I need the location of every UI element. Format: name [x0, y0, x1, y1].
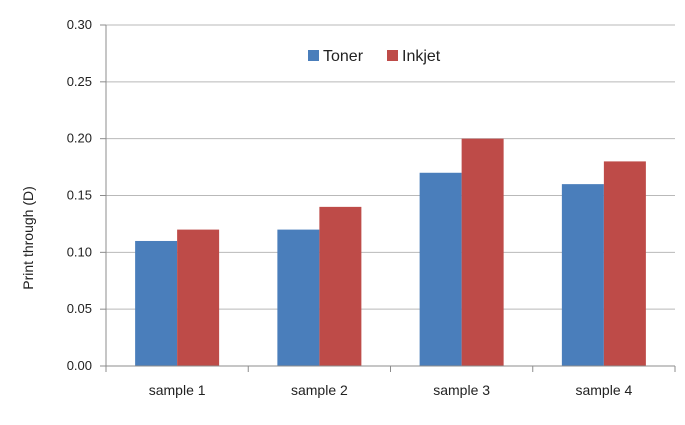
y-tick-label: 0.10	[67, 244, 92, 259]
bar-toner-sample-4	[561, 184, 604, 366]
legend-swatch-inkjet	[387, 50, 398, 61]
legend-label-toner: Toner	[323, 48, 364, 65]
category-labels: sample 1 sample 2 sample 3 sample 4	[149, 382, 633, 398]
bar-inkjet-sample-3	[461, 138, 504, 366]
x-category-label: sample 2	[291, 382, 348, 398]
bar-inkjet-sample-1	[177, 229, 220, 366]
y-axis-title: Print through (D)	[20, 186, 36, 289]
bar-inkjet-sample-2	[319, 206, 362, 366]
legend: Toner Inkjet	[308, 48, 441, 65]
bar-toner-sample-1	[135, 240, 178, 366]
x-category-label: sample 4	[575, 382, 632, 398]
axes	[100, 24, 676, 372]
bar-toner-sample-3	[419, 172, 462, 366]
y-tick-label: 0.20	[67, 131, 92, 146]
x-category-label: sample 3	[433, 382, 490, 398]
legend-swatch-toner	[308, 50, 319, 61]
bar-inkjet-sample-4	[603, 161, 646, 366]
y-tick-label: 0.25	[67, 74, 92, 89]
y-tick-label: 0.30	[67, 17, 92, 32]
y-tick-label: 0.00	[67, 358, 92, 373]
tick-labels: 0.00 0.05 0.10 0.15 0.20 0.25 0.30	[67, 17, 92, 373]
legend-label-inkjet: Inkjet	[402, 48, 441, 65]
x-category-label: sample 1	[149, 382, 206, 398]
bars	[135, 138, 646, 366]
bar-toner-sample-2	[277, 229, 320, 366]
y-tick-label: 0.05	[67, 301, 92, 316]
y-tick-label: 0.15	[67, 188, 92, 203]
